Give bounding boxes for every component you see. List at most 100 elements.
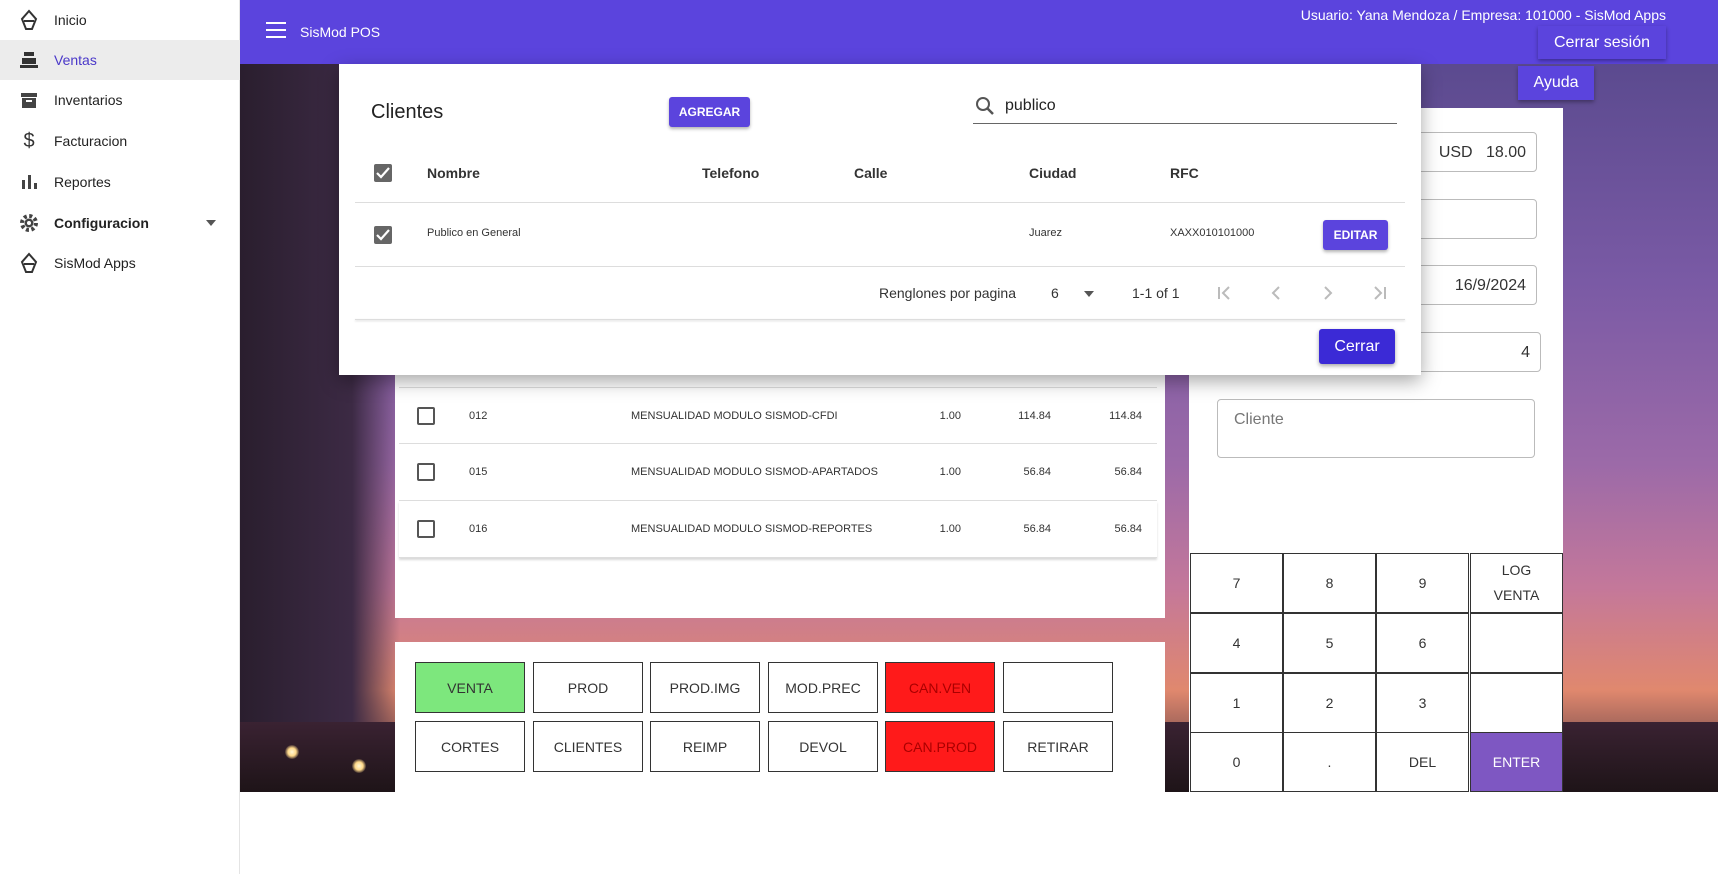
table-row[interactable]: 015 MENSUALIDAD MODULO SISMOD-APARTADOS … (399, 444, 1157, 501)
actions-panel: VENTA PROD PROD.IMG MOD.PREC CAN.VEN COR… (395, 642, 1165, 792)
close-dialog-button[interactable]: Cerrar (1319, 329, 1395, 364)
key-2[interactable]: 2 (1283, 673, 1376, 733)
divider (355, 319, 1405, 320)
row-checkbox[interactable] (374, 226, 392, 244)
column-header-calle[interactable]: Calle (854, 165, 888, 181)
sidebar-item-inventarios[interactable]: Inventarios (0, 80, 240, 120)
divider (355, 202, 1405, 203)
key-6[interactable]: 6 (1376, 613, 1469, 673)
sidebar-item-configuracion[interactable]: Configuracion (0, 203, 240, 243)
numeric-keypad: 7 8 9 LOG VENTA 4 5 6 1 2 3 0 . DEL ENTE… (1190, 553, 1563, 792)
item-description: MENSUALIDAD MODULO SISMOD-CFDI (631, 410, 838, 422)
sidebar-item-ventas[interactable]: Ventas (0, 40, 240, 80)
item-total: 56.84 (1114, 523, 1142, 535)
column-header-telefono[interactable]: Telefono (702, 165, 760, 181)
key-blank[interactable] (1470, 673, 1563, 733)
search-input[interactable] (1005, 94, 1385, 118)
row-checkbox[interactable] (417, 463, 435, 481)
column-header-nombre[interactable]: Nombre (427, 165, 480, 181)
sidebar-item-label: Facturacion (54, 133, 128, 149)
pagination-range: 1-1 of 1 (1132, 285, 1180, 301)
row-checkbox[interactable] (417, 407, 435, 425)
sidebar-item-label: Reportes (54, 174, 111, 190)
retirar-button[interactable]: RETIRAR (1003, 721, 1113, 772)
sidebar-item-sismod-apps[interactable]: SisMod Apps (0, 243, 240, 283)
sidebar-item-label: SisMod Apps (54, 255, 136, 271)
cash-register-icon (18, 49, 40, 71)
rows-per-page-label: Renglones por pagina (879, 285, 1016, 301)
previous-page-icon[interactable] (1266, 283, 1286, 303)
table-row[interactable]: 016 MENSUALIDAD MODULO SISMOD-REPORTES 1… (399, 501, 1157, 558)
item-code: 012 (469, 410, 488, 422)
sidebar: Inicio Ventas Inventarios $ Facturacion … (0, 0, 240, 874)
item-qty: 1.00 (939, 410, 961, 422)
client-field[interactable]: Cliente (1217, 399, 1535, 458)
chevron-down-icon (206, 220, 216, 226)
mod-prec-button[interactable]: MOD.PREC (768, 662, 878, 713)
can-ven-button[interactable]: CAN.VEN (885, 662, 995, 713)
row-checkbox[interactable] (417, 520, 435, 538)
prod-button[interactable]: PROD (533, 662, 643, 713)
sidebar-item-label: Inicio (54, 12, 87, 28)
search-icon (975, 96, 995, 121)
sidebar-item-inicio[interactable]: Inicio (0, 0, 240, 40)
key-5[interactable]: 5 (1283, 613, 1376, 673)
exchange-rate-value: 18.00 (1485, 144, 1526, 161)
sidebar-item-label: Inventarios (54, 92, 123, 108)
item-price: 114.84 (1018, 410, 1051, 422)
divider (355, 266, 1405, 267)
column-header-ciudad[interactable]: Ciudad (1029, 165, 1077, 181)
column-header-rfc[interactable]: RFC (1170, 165, 1199, 181)
blank-button[interactable] (1003, 662, 1113, 713)
help-button[interactable]: Ayuda (1518, 66, 1594, 100)
sidebar-item-label: Configuracion (54, 215, 149, 231)
key-0[interactable]: 0 (1190, 732, 1283, 792)
key-4[interactable]: 4 (1190, 613, 1283, 673)
user-info: Usuario: Yana Mendoza / Empresa: 101000 … (1300, 7, 1666, 23)
key-decimal[interactable]: . (1283, 732, 1376, 792)
prod-img-button[interactable]: PROD.IMG (650, 662, 760, 713)
key-3[interactable]: 3 (1376, 673, 1469, 733)
key-log-venta[interactable]: LOG VENTA (1470, 553, 1563, 613)
bar-chart-icon (18, 171, 40, 193)
table-row[interactable]: 012 MENSUALIDAD MODULO SISMOD-CFDI 1.00 … (399, 387, 1157, 444)
key-1[interactable]: 1 (1190, 673, 1283, 733)
client-search[interactable] (973, 88, 1397, 124)
item-price: 56.84 (1023, 523, 1051, 535)
last-page-icon[interactable] (1370, 283, 1390, 303)
key-blank[interactable] (1470, 613, 1563, 673)
clientes-button[interactable]: CLIENTES (533, 721, 643, 772)
menu-icon[interactable] (266, 22, 286, 38)
logout-button[interactable]: Cerrar sesión (1538, 26, 1666, 59)
item-price: 56.84 (1023, 466, 1051, 478)
select-all-checkbox[interactable] (374, 164, 392, 182)
key-7[interactable]: 7 (1190, 553, 1283, 613)
street-lamp (352, 759, 366, 773)
add-client-button[interactable]: AGREGAR (669, 97, 750, 127)
can-prod-button[interactable]: CAN.PROD (885, 721, 995, 772)
key-8[interactable]: 8 (1283, 553, 1376, 613)
currency-label: USD (1438, 144, 1473, 161)
key-delete[interactable]: DEL (1376, 732, 1469, 792)
sidebar-item-reportes[interactable]: Reportes (0, 162, 240, 202)
reimp-button[interactable]: REIMP (650, 721, 760, 772)
rows-per-page-select[interactable]: 6 (1051, 285, 1059, 301)
devol-button[interactable]: DEVOL (768, 721, 878, 772)
item-code: 015 (469, 466, 488, 478)
next-page-icon[interactable] (1318, 283, 1338, 303)
chevron-down-icon[interactable] (1084, 291, 1094, 297)
first-page-icon[interactable] (1214, 283, 1234, 303)
item-qty: 1.00 (939, 466, 961, 478)
cortes-button[interactable]: CORTES (415, 721, 525, 772)
key-enter[interactable]: ENTER (1470, 732, 1563, 792)
top-app-bar: SisMod POS Usuario: Yana Mendoza / Empre… (240, 0, 1718, 64)
item-description: MENSUALIDAD MODULO SISMOD-REPORTES (631, 523, 873, 535)
edit-client-button[interactable]: EDITAR (1323, 220, 1388, 250)
venta-button[interactable]: VENTA (415, 662, 525, 713)
item-code: 016 (469, 523, 488, 535)
client-rfc: XAXX010101000 (1170, 227, 1255, 239)
street-lamp (285, 745, 299, 759)
sidebar-item-facturacion[interactable]: $ Facturacion (0, 121, 240, 161)
gear-icon (18, 212, 40, 234)
key-9[interactable]: 9 (1376, 553, 1469, 613)
